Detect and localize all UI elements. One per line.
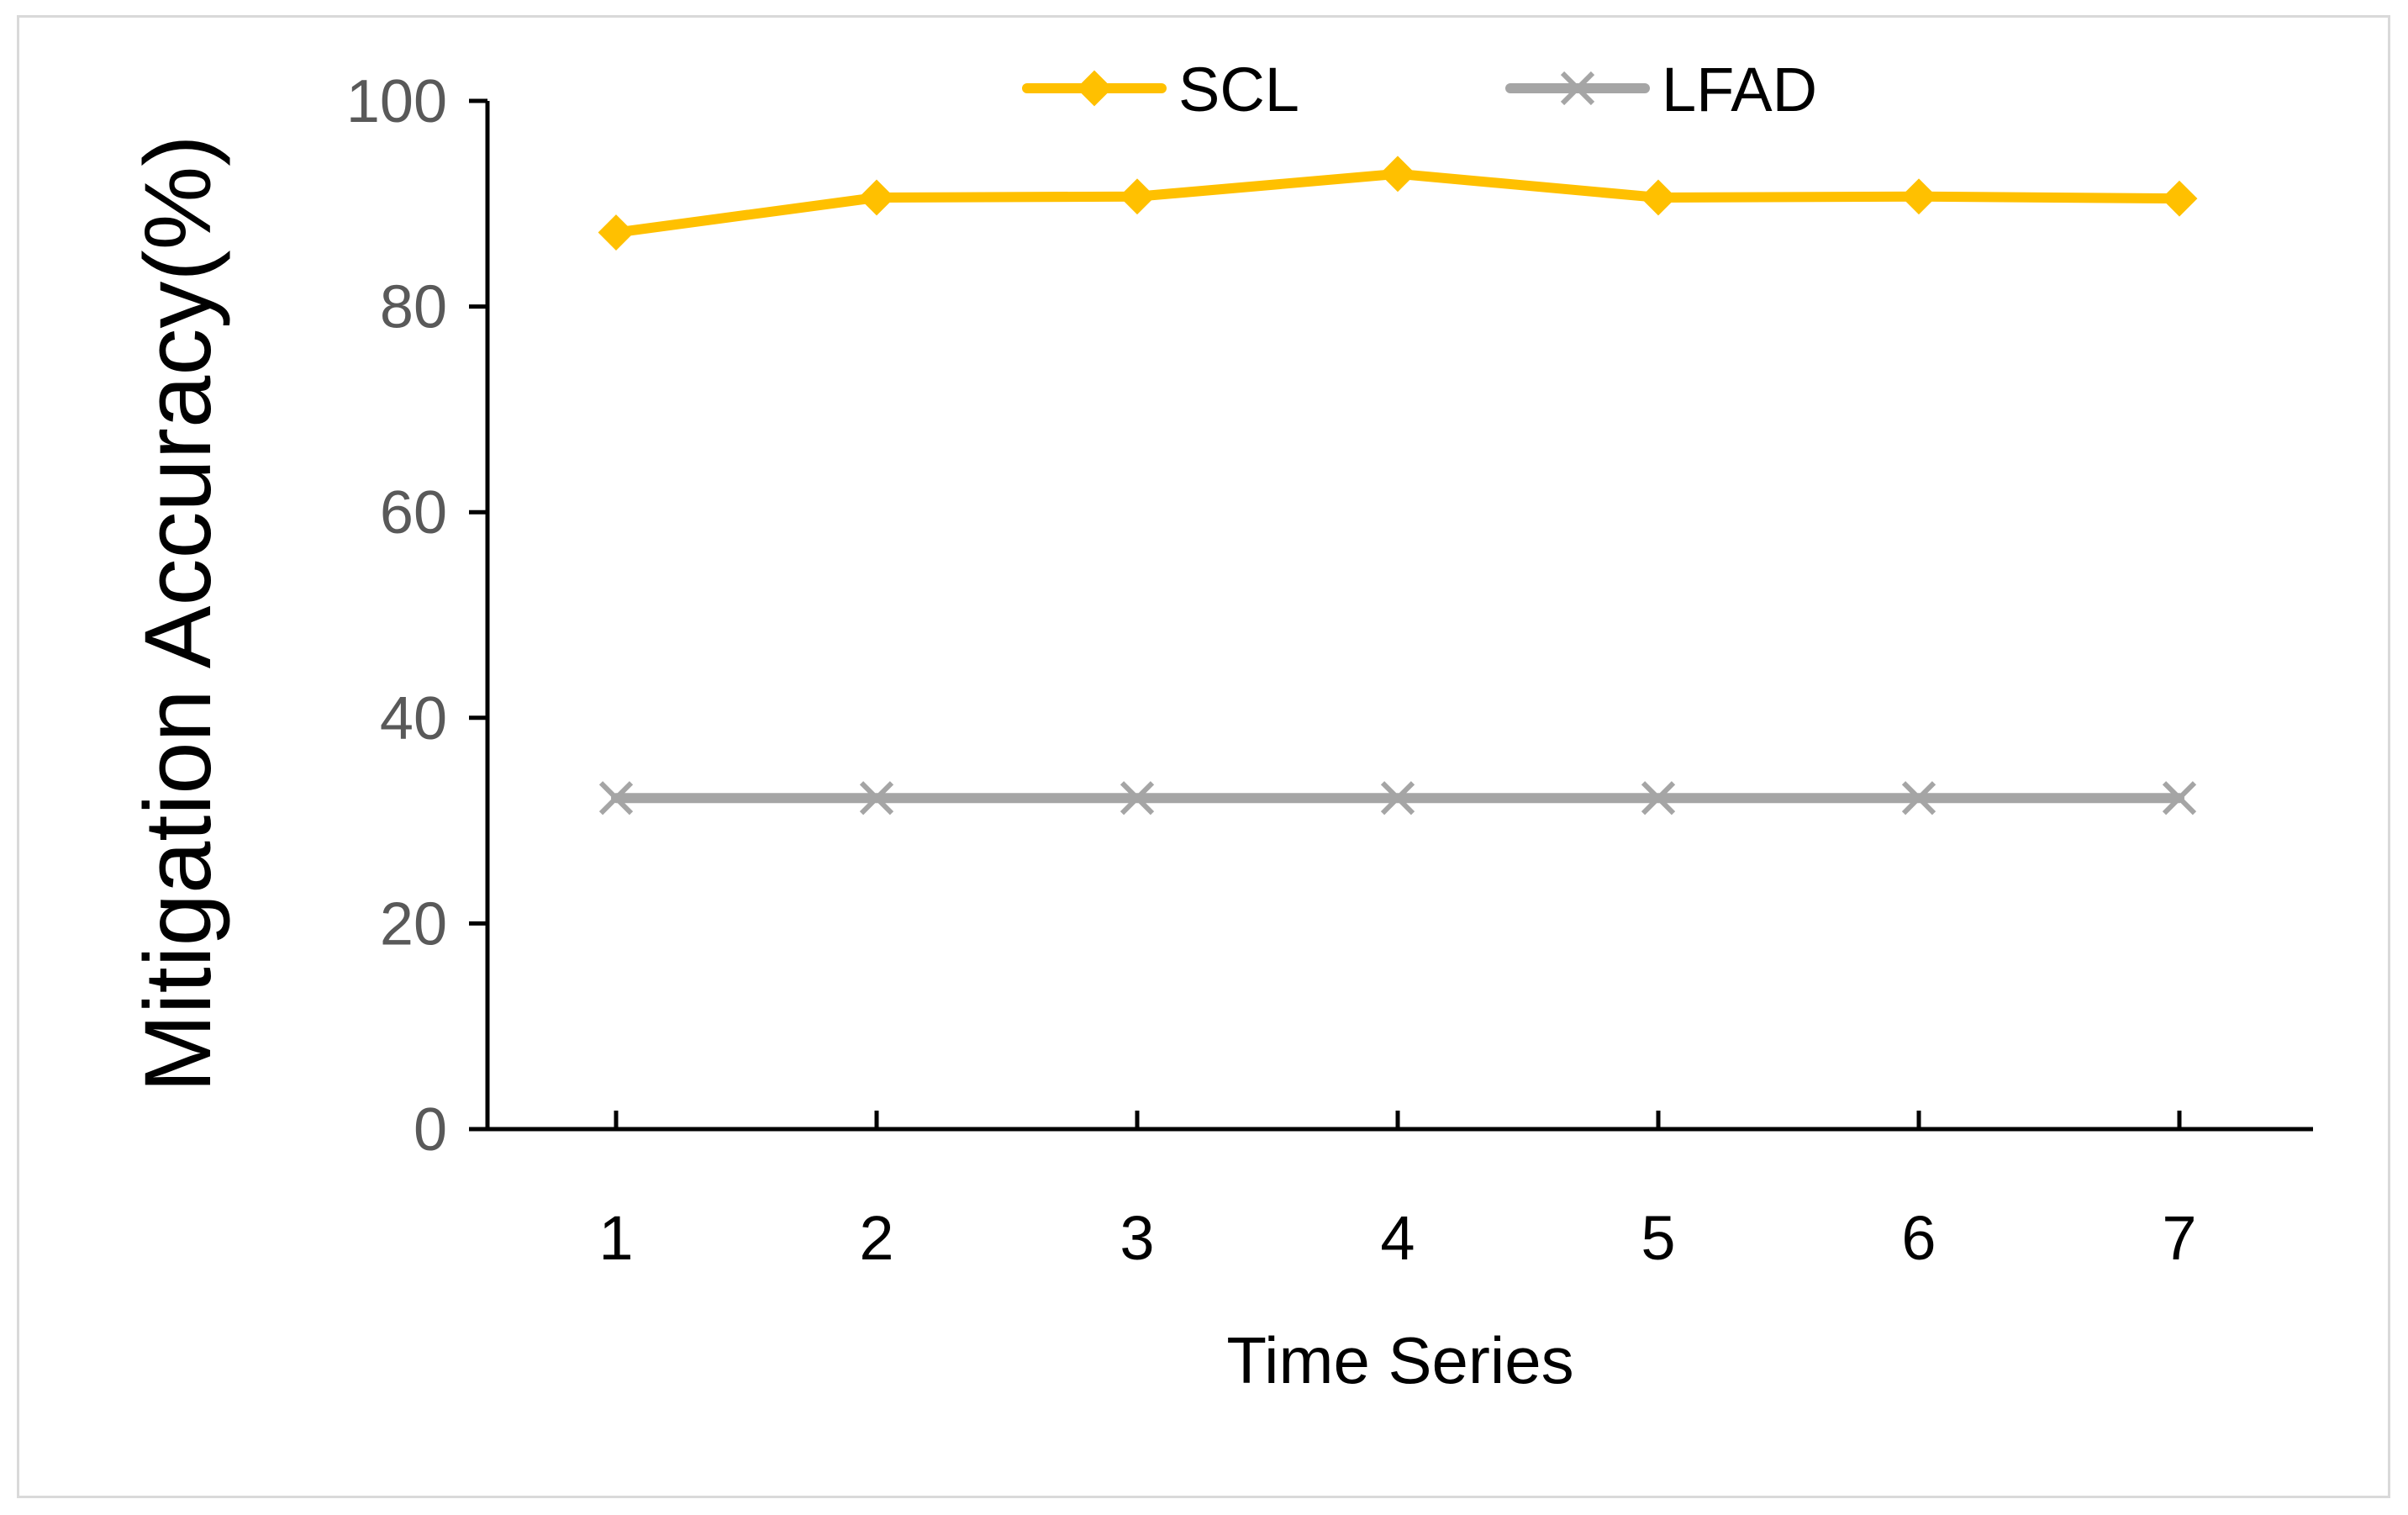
x-tick-label: 5 bbox=[1641, 1203, 1675, 1273]
x-tick-label: 3 bbox=[1120, 1203, 1154, 1273]
data-point-scl bbox=[1640, 179, 1677, 216]
data-point-lfad bbox=[859, 781, 894, 816]
y-tick-label: 40 bbox=[380, 685, 447, 752]
data-point-scl bbox=[1379, 156, 1416, 193]
data-point-lfad bbox=[1641, 781, 1676, 816]
legend: SCL LFAD bbox=[1022, 55, 1817, 124]
data-point-lfad bbox=[2162, 781, 2197, 816]
data-point-scl bbox=[1119, 178, 1156, 215]
data-point-lfad bbox=[1901, 781, 1936, 816]
legend-item-scl: SCL bbox=[1022, 55, 1299, 124]
x-axis-ticks: 1 2 3 4 5 6 7 bbox=[598, 1111, 2197, 1273]
x-tick-label: 7 bbox=[2162, 1203, 2196, 1273]
data-point-lfad bbox=[1380, 781, 1415, 816]
chart-frame bbox=[17, 15, 2390, 1498]
y-axis-ticks: 0 20 40 60 80 100 bbox=[346, 68, 487, 1164]
y-tick-label: 0 bbox=[414, 1096, 447, 1164]
data-point-lfad bbox=[1120, 781, 1155, 816]
x-axis-title: Time Series bbox=[1226, 1323, 1573, 1397]
data-point-scl bbox=[2161, 180, 2198, 217]
x-tick-label: 1 bbox=[598, 1203, 633, 1273]
y-axis-title: Mitigation Accuracy(%) bbox=[125, 135, 230, 1092]
x-tick-label: 6 bbox=[1901, 1203, 1936, 1273]
data-point-scl bbox=[598, 214, 635, 251]
data-point-scl bbox=[1900, 178, 1937, 215]
y-tick-label: 60 bbox=[380, 479, 447, 546]
x-tick-label: 2 bbox=[859, 1203, 893, 1273]
series-scl bbox=[598, 156, 2198, 251]
series-lfad bbox=[598, 781, 2197, 816]
legend-marker-scl bbox=[1076, 70, 1113, 107]
x-tick-label: 4 bbox=[1380, 1203, 1415, 1273]
y-tick-label: 80 bbox=[380, 274, 447, 341]
legend-item-lfad: LFAD bbox=[1505, 55, 1817, 124]
series-layer bbox=[598, 156, 2198, 816]
y-tick-label: 20 bbox=[380, 890, 447, 958]
legend-marker-lfad bbox=[1560, 71, 1595, 106]
data-point-lfad bbox=[598, 781, 634, 816]
y-tick-label: 100 bbox=[346, 68, 447, 135]
legend-label-lfad: LFAD bbox=[1662, 55, 1817, 124]
data-point-scl bbox=[858, 179, 895, 216]
legend-label-scl: SCL bbox=[1178, 55, 1299, 124]
